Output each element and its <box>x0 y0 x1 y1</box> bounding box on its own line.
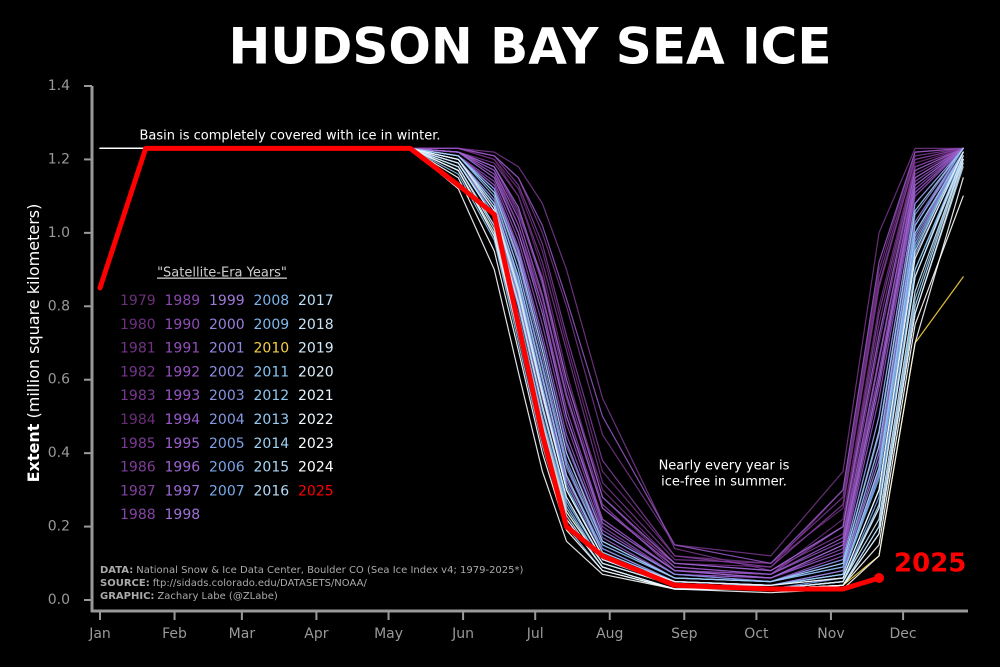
legend-entry: 2014 <box>254 436 290 452</box>
legend-entry: 2011 <box>254 364 290 380</box>
y-tick-label: 0.8 <box>48 298 70 314</box>
credit-text: ftp://sidads.colorado.edu/DATASETS/NOAA/ <box>153 578 368 589</box>
legend-entry: 1979 <box>120 293 156 309</box>
credit-line: GRAPHIC: Zachary Labe (@ZLabe) <box>100 591 278 602</box>
x-tick-label: Apr <box>304 626 328 642</box>
y-tick-label: 1.0 <box>48 225 70 241</box>
legend-entry: 1991 <box>165 341 201 357</box>
legend-entry: 2015 <box>254 460 290 476</box>
legend-entry: 2023 <box>298 436 334 452</box>
legend-entry: 2008 <box>254 293 290 309</box>
series-end-dot <box>874 572 885 583</box>
legend-entry: 2010 <box>254 341 290 357</box>
legend-title: "Satellite-Era Years" <box>157 266 287 281</box>
credit-line: DATA: National Snow & Ice Data Center, Bo… <box>100 565 524 576</box>
legend-entry: 1990 <box>165 317 201 333</box>
x-tick-label: Oct <box>744 626 769 642</box>
x-tick-label: Jan <box>88 626 111 642</box>
annotation: ice-free in summer. <box>661 475 787 490</box>
x-tick-label: May <box>374 626 403 642</box>
legend-entry: 2025 <box>298 483 334 499</box>
legend-entry: 1992 <box>165 364 201 380</box>
series-line <box>99 147 964 590</box>
legend-entry: 2009 <box>254 317 290 333</box>
legend-entry: 1988 <box>120 507 156 523</box>
x-tick-label: Aug <box>596 626 623 642</box>
legend-entry: 1996 <box>165 460 201 476</box>
credit-text: Zachary Labe (@ZLabe) <box>157 591 277 602</box>
legend-entry: 2007 <box>209 483 245 499</box>
series-line <box>99 147 964 586</box>
legend-entry: 2013 <box>254 412 290 428</box>
y-tick-label: 0.4 <box>48 445 70 461</box>
y-tick-label: 0.0 <box>48 592 70 608</box>
legend-entry: 1993 <box>165 388 201 404</box>
legend-entry: 1986 <box>120 460 156 476</box>
credit-text: National Snow & Ice Data Center, Boulder… <box>136 565 523 576</box>
y-axis-label-rest: (million square kilometers) <box>24 204 43 419</box>
legend-entry: 1984 <box>120 412 156 428</box>
series-line <box>97 145 882 592</box>
series-line <box>99 147 964 579</box>
credit-label: GRAPHIC: <box>100 591 154 602</box>
y-axis-label: Extent (million square kilometers) <box>24 204 43 483</box>
legend-entry: 2016 <box>254 483 290 499</box>
legend-entry: 1983 <box>120 388 156 404</box>
x-tick-label: Dec <box>890 626 917 642</box>
legend-entry: 2021 <box>298 388 334 404</box>
legend-entry: 2017 <box>298 293 334 309</box>
x-tick-label: Mar <box>229 626 256 642</box>
legend-entry: 1998 <box>165 507 201 523</box>
legend-entry: 1981 <box>120 341 156 357</box>
legend-entry: 2001 <box>209 341 245 357</box>
credit-label: DATA: <box>100 565 133 576</box>
chart-title: HUDSON BAY SEA ICE <box>228 18 831 76</box>
annotation: Nearly every year is <box>659 459 790 474</box>
legend-entry: 1994 <box>165 412 201 428</box>
x-tick-label: Sep <box>671 626 698 642</box>
legend-entry: 2024 <box>298 460 334 476</box>
y-tick-label: 0.2 <box>48 519 70 535</box>
legend-entry: 1985 <box>120 436 156 452</box>
legend-entry: 2005 <box>209 436 245 452</box>
x-tick-label: Nov <box>817 626 844 642</box>
legend-entry: 2018 <box>298 317 334 333</box>
y-axis-label-bold: Extent <box>24 423 43 482</box>
legend-entry: 2020 <box>298 364 334 380</box>
legend-entry: 1987 <box>120 483 156 499</box>
series-line <box>99 147 964 583</box>
legend-entry: 2000 <box>209 317 245 333</box>
legend-entry: 2003 <box>209 388 245 404</box>
legend-entry: 2012 <box>254 388 290 404</box>
legend-entry: 1982 <box>120 364 156 380</box>
legend-entry: 2022 <box>298 412 334 428</box>
x-tick-label: Feb <box>162 626 187 642</box>
legend-entry: 1989 <box>165 293 201 309</box>
series-end-label: 2025 <box>894 548 966 578</box>
annotation: Basin is completely covered with ice in … <box>140 129 441 144</box>
y-tick-label: 1.2 <box>48 151 70 167</box>
legend-entry: 2006 <box>209 460 245 476</box>
legend-entry: 1995 <box>165 436 201 452</box>
legend-entry: 2004 <box>209 412 245 428</box>
series-line <box>99 147 964 564</box>
x-tick-label: Jul <box>526 626 544 642</box>
credit-line: SOURCE: ftp://sidads.colorado.edu/DATASET… <box>100 578 367 589</box>
y-tick-label: 0.6 <box>48 372 70 388</box>
legend-entry: 1997 <box>165 483 201 499</box>
series-line <box>99 147 964 590</box>
legend-entry: 1980 <box>120 317 156 333</box>
x-tick-label: Jun <box>451 626 474 642</box>
legend-entry: 1999 <box>209 293 245 309</box>
legend-entry: 2002 <box>209 364 245 380</box>
credits: DATA: National Snow & Ice Data Center, Bo… <box>100 565 524 602</box>
legend-entry: 2019 <box>298 341 334 357</box>
y-tick-label: 1.4 <box>48 78 70 94</box>
credit-label: SOURCE: <box>100 578 150 589</box>
